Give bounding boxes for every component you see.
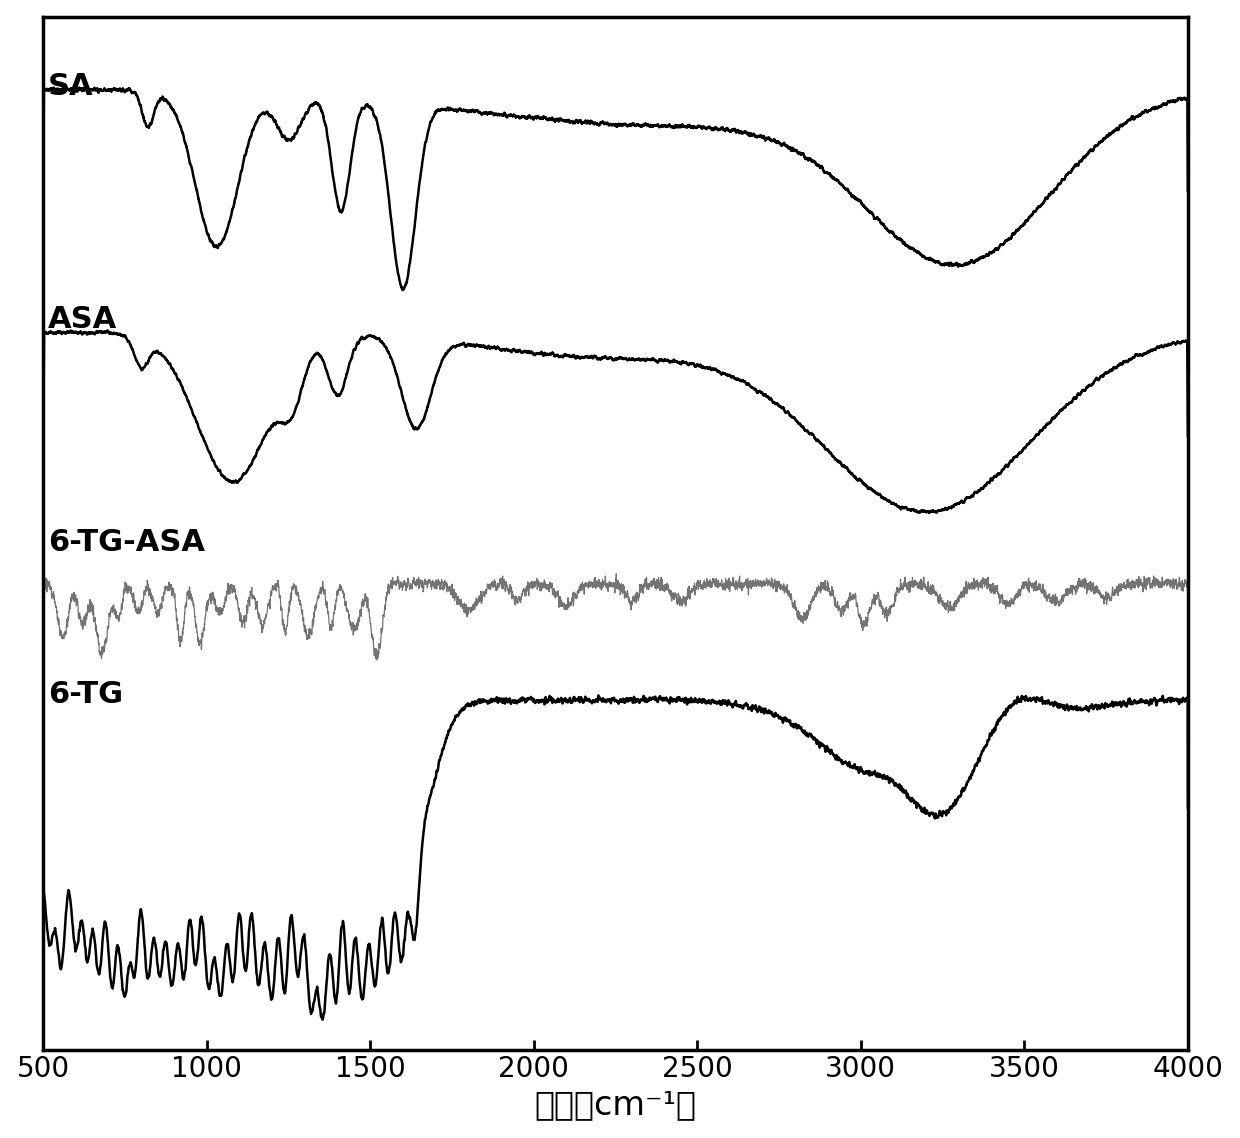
Text: 6-TG: 6-TG	[48, 681, 123, 709]
Text: 6-TG-ASA: 6-TG-ASA	[48, 528, 205, 558]
Text: ASA: ASA	[48, 305, 118, 335]
Text: SA: SA	[48, 73, 94, 101]
X-axis label: 波数（cm⁻¹）: 波数（cm⁻¹）	[534, 1088, 697, 1121]
